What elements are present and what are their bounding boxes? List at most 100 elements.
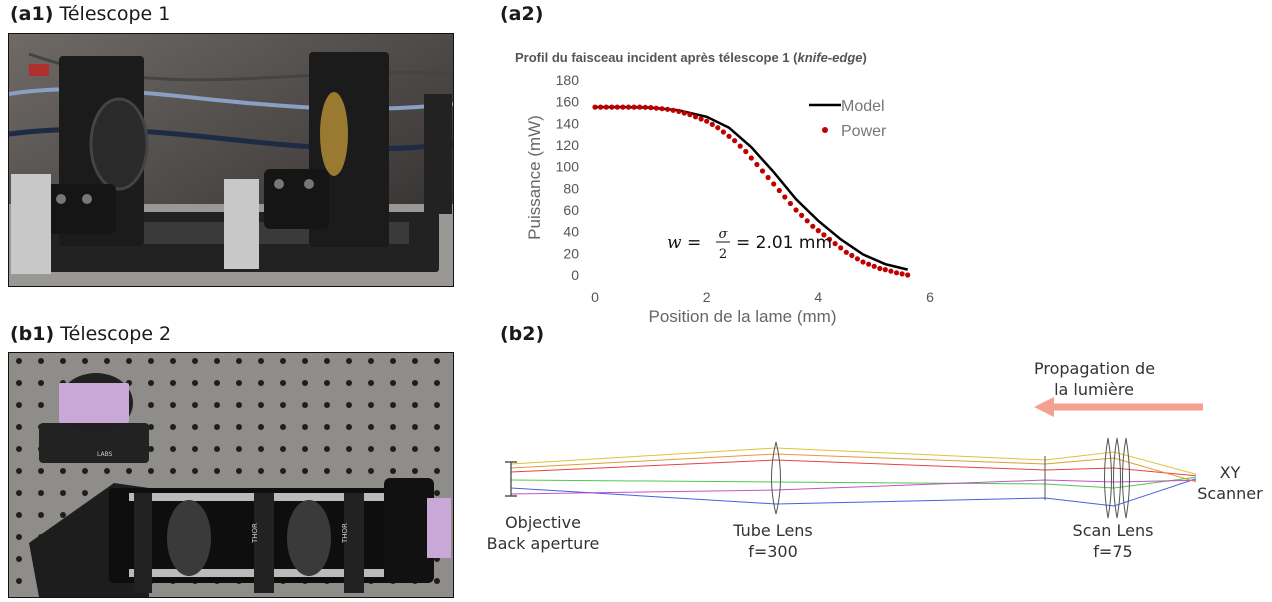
power-data-point bbox=[653, 105, 659, 111]
power-data-point bbox=[648, 105, 654, 111]
y-tick-label: 20 bbox=[563, 245, 579, 261]
scan-lens-element bbox=[1122, 437, 1130, 519]
propagation-label: Propagation de la lumière bbox=[1034, 358, 1156, 400]
ray-path bbox=[510, 476, 1197, 489]
scan-lens-label: Scan Lens f=75 bbox=[1058, 520, 1168, 562]
optics-svg bbox=[505, 397, 1203, 519]
power-data-point bbox=[620, 104, 626, 110]
ray-path bbox=[510, 447, 1197, 475]
objective-label: Objective Back aperture bbox=[478, 512, 608, 554]
power-data-point bbox=[905, 272, 911, 278]
power-data-point bbox=[888, 268, 894, 274]
xy-scanner-label: XY Scanner bbox=[1190, 462, 1270, 504]
y-tick-label: 140 bbox=[556, 115, 580, 131]
chart-svg: 0 20 40 60 80 100 120 140 160 180 0 2 4 6 Position de … bbox=[525, 72, 934, 326]
power-data-point bbox=[832, 241, 838, 247]
power-data-point bbox=[815, 228, 821, 234]
power-data-point bbox=[720, 129, 726, 135]
tube-lens-line-2: f=300 bbox=[748, 542, 798, 561]
optics-diagram: Propagation de la lumière Objective Back… bbox=[478, 350, 1272, 598]
annotation-numerator: σ bbox=[719, 227, 729, 242]
power-data-point bbox=[787, 200, 793, 207]
power-data-point bbox=[793, 207, 799, 213]
power-data-point bbox=[659, 106, 665, 112]
power-data-point bbox=[877, 265, 883, 272]
power-data-point bbox=[676, 108, 682, 114]
y-tick-label: 100 bbox=[556, 159, 580, 175]
chart-title-text: Profil du faisceau incident après télesc… bbox=[515, 50, 798, 65]
power-data-point bbox=[603, 104, 609, 110]
power-data-point bbox=[849, 252, 855, 259]
propagation-arrow-head bbox=[1034, 397, 1054, 417]
annotation-rhs: = 2.01 mm bbox=[736, 233, 832, 253]
panel-b1-label: (b1) Télescope 2 bbox=[10, 323, 171, 345]
chart-title: Profil du faisceau incident après télesc… bbox=[515, 50, 867, 65]
annotation-denominator: 2 bbox=[719, 247, 727, 262]
knife-edge-chart: Profil du faisceau incident après télesc… bbox=[505, 46, 1045, 336]
x-tick-label: 6 bbox=[926, 289, 934, 305]
power-data-point bbox=[776, 187, 782, 194]
x-tick-label: 2 bbox=[703, 289, 711, 305]
y-tick-label: 40 bbox=[563, 224, 579, 240]
x-tick-label: 0 bbox=[591, 289, 599, 305]
telescope-1-photo bbox=[8, 33, 454, 287]
power-data-point bbox=[854, 256, 860, 262]
power-data-point bbox=[743, 148, 749, 155]
power-data-point bbox=[860, 259, 866, 265]
panel-b1-tag: (b1) bbox=[10, 323, 55, 345]
power-data-point bbox=[637, 104, 643, 110]
y-tick-label: 120 bbox=[556, 137, 580, 153]
power-data-point bbox=[899, 271, 905, 277]
y-axis-label: Puissance (mW) bbox=[525, 115, 544, 240]
chart-title-italic: knife-edge bbox=[797, 50, 863, 65]
objective-line-2: Back aperture bbox=[486, 534, 600, 553]
power-data-point bbox=[759, 168, 766, 174]
x-tick-label: 4 bbox=[814, 289, 822, 305]
power-data-point bbox=[609, 104, 615, 110]
power-data-point bbox=[893, 270, 900, 276]
objective-aperture bbox=[505, 461, 517, 497]
tube-lens-shape bbox=[771, 441, 781, 515]
scan-lens-element bbox=[1113, 437, 1121, 519]
panel-a1-tag: (a1) bbox=[10, 3, 54, 25]
panel-b2-label: (b2) bbox=[500, 323, 544, 345]
panel-a1-label: (a1) Télescope 1 bbox=[10, 3, 170, 25]
power-data-point bbox=[765, 174, 771, 181]
power-data-point bbox=[810, 223, 816, 229]
power-data-point bbox=[598, 104, 604, 110]
panel-b2-tag: (b2) bbox=[500, 323, 545, 345]
tube-lens-line-1: Tube Lens bbox=[733, 521, 813, 540]
power-data-point bbox=[698, 116, 704, 122]
panel-a1-title: Télescope 1 bbox=[59, 3, 171, 25]
thorlabs-label-1: THOR bbox=[251, 523, 259, 544]
power-data-point bbox=[882, 267, 888, 273]
y-tick-label: 180 bbox=[556, 72, 580, 88]
power-data-point bbox=[642, 104, 648, 110]
power-data-point bbox=[732, 138, 738, 144]
thorlabs-label-2: THOR bbox=[341, 523, 349, 544]
power-data-point bbox=[715, 125, 721, 131]
power-data-point bbox=[771, 181, 777, 187]
power-data-point bbox=[799, 212, 805, 218]
power-data-point bbox=[687, 112, 693, 118]
legend-power-swatch bbox=[822, 127, 828, 133]
y-tick-label: 160 bbox=[556, 94, 580, 110]
power-data-point bbox=[782, 194, 788, 200]
power-data-point bbox=[737, 143, 743, 149]
panel-a2-tag: (a2) bbox=[500, 3, 544, 25]
power-data-point bbox=[665, 106, 671, 112]
power-data-point bbox=[866, 261, 872, 267]
objective-line-1: Objective bbox=[505, 513, 581, 532]
power-data-point bbox=[625, 104, 632, 110]
annotation-lhs: w = bbox=[667, 233, 701, 253]
power-data-point bbox=[614, 104, 620, 110]
panel-a2-label: (a2) bbox=[500, 3, 543, 25]
propagation-line-1: Propagation de bbox=[1034, 359, 1156, 378]
y-tick-label: 80 bbox=[563, 180, 579, 196]
power-data-point bbox=[726, 133, 732, 139]
power-data-point bbox=[748, 155, 754, 161]
scan-lens-element bbox=[1104, 437, 1112, 519]
propagation-line-2: la lumière bbox=[1054, 380, 1134, 399]
x-axis-label: Position de la lame (mm) bbox=[648, 307, 836, 326]
power-data-point bbox=[592, 104, 598, 110]
